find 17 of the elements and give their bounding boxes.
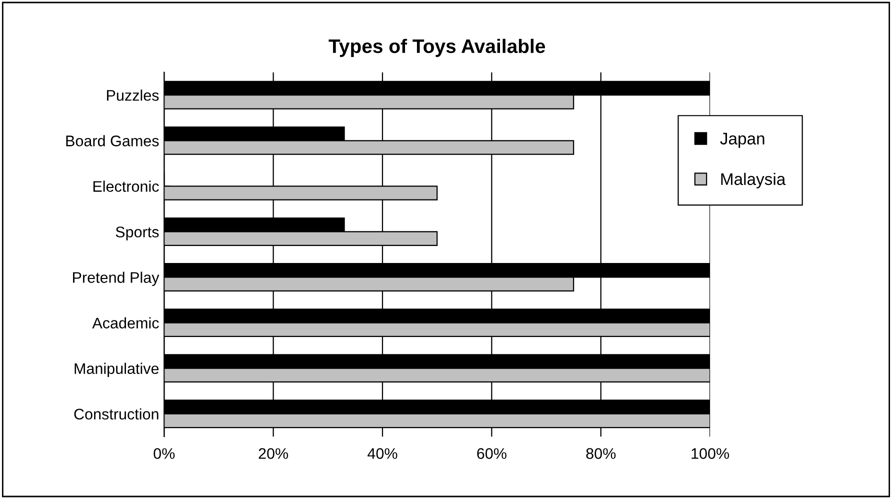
x-tick-label: 0% [154, 448, 175, 459]
x-tick-label: 40% [368, 448, 398, 459]
chart-title: Types of Toys Available [328, 38, 546, 57]
y-tick-label: Pretend Play [73, 272, 160, 286]
x-tick-label: 80% [586, 448, 616, 459]
legend-label: Japan [720, 132, 764, 148]
y-tick-label: Puzzles [107, 90, 159, 101]
legend-label: Malaysia [721, 172, 786, 188]
x-tick-label: 60% [477, 448, 506, 459]
x-tick-label: 20% [258, 448, 288, 459]
x-tick-label: 100% [692, 448, 730, 459]
y-tick-label: Academic [92, 317, 159, 328]
y-tick-label: Manipulative [74, 362, 159, 378]
y-tick-label: Board Games [66, 135, 159, 146]
y-tick-label: Electronic [93, 180, 159, 192]
y-tick-label: Construction [74, 408, 158, 420]
y-tick-label: Sports [116, 226, 159, 240]
